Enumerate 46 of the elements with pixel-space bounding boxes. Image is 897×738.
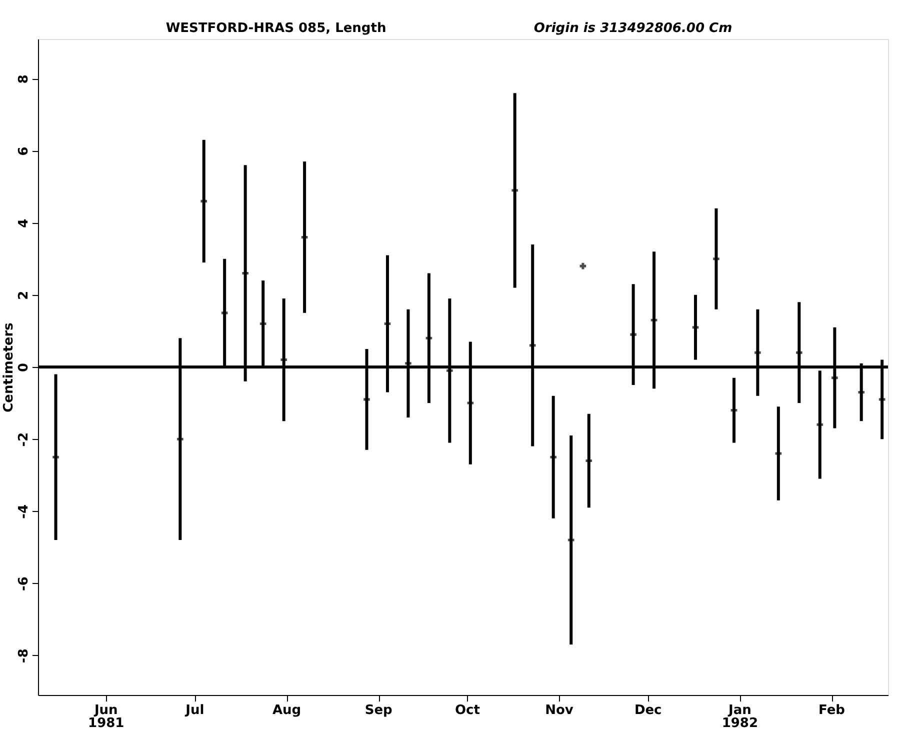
chart-subtitle: Origin is 313492806.00 Cm	[534, 21, 732, 36]
point	[580, 262, 586, 270]
y-tick-label: -6	[16, 576, 32, 591]
point	[467, 400, 474, 406]
y-axis-title: Centimeters	[2, 322, 16, 412]
y-tick-label: 4	[16, 218, 32, 228]
point	[816, 422, 824, 428]
y-tick-label: 8	[16, 74, 32, 84]
point	[832, 374, 838, 381]
point	[713, 256, 720, 262]
y-tick-label: -2	[16, 432, 32, 447]
x-tick-label: Feb	[818, 703, 845, 718]
point	[280, 356, 287, 363]
point	[586, 458, 592, 464]
y-tick-label: 2	[16, 290, 32, 300]
x-tick-label: Jan 1982	[722, 703, 758, 731]
x-tick-label: Nov	[545, 703, 574, 718]
point	[878, 396, 886, 403]
point	[221, 310, 228, 316]
point	[177, 436, 184, 442]
point	[568, 536, 574, 544]
y-tick-label: -4	[16, 504, 32, 519]
y-tick-label: 0	[16, 362, 32, 372]
x-tick-label: Jul	[184, 703, 204, 718]
chart-title: WESTFORD-HRAS 085, Length	[166, 21, 386, 36]
x-tick-label: Aug	[272, 703, 302, 718]
point	[260, 320, 266, 327]
x-tick-label: Dec	[634, 703, 662, 718]
point	[529, 342, 536, 349]
point	[200, 198, 208, 204]
point	[775, 450, 782, 457]
point	[301, 234, 308, 240]
x-tick-label: Jun 1981	[88, 703, 124, 731]
point	[242, 270, 248, 276]
x-tick-label: Sep	[364, 703, 392, 718]
point	[630, 331, 636, 338]
point	[754, 349, 761, 356]
y-tick-label: -8	[16, 648, 32, 664]
point	[550, 454, 556, 460]
x-tick-label: Oct	[454, 703, 480, 718]
y-tick-label: 6	[16, 146, 32, 156]
point	[426, 335, 432, 342]
point	[52, 454, 59, 460]
point	[796, 349, 802, 356]
point	[858, 389, 865, 396]
point	[512, 187, 518, 194]
